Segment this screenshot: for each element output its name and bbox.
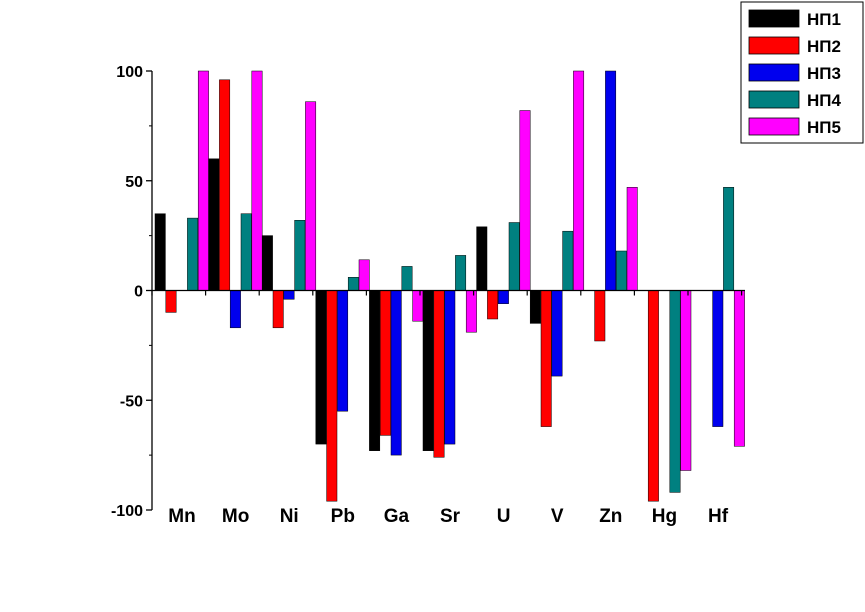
bar-zn-series-4: [615, 250, 627, 291]
bar-v-series-3: [551, 290, 563, 377]
bar-ni-series-4: [294, 220, 306, 291]
bar-v-series-5: [573, 70, 585, 291]
bar-ni-series-1: [261, 235, 273, 291]
bar-u-series-4: [508, 222, 520, 291]
bar-u-series-2: [487, 290, 499, 320]
category-label-mo: Mo: [222, 506, 249, 527]
bar-ga-series-3: [390, 290, 402, 456]
bar-mn-series-5: [197, 70, 209, 291]
category-label-hf: Hf: [708, 506, 729, 527]
category-label-zn: Zn: [599, 506, 622, 527]
bar-pb-series-4: [347, 277, 359, 291]
bar-u-series-1: [476, 226, 488, 291]
bar-sr-series-2: [433, 290, 445, 458]
category-label-ni: Ni: [280, 506, 299, 527]
bar-mn-series-4: [187, 217, 199, 291]
legend-label-5: НП5: [807, 118, 841, 137]
bar-mo-series-4: [240, 213, 252, 291]
legend-label-2: НП2: [807, 37, 841, 56]
bar-pb-series-2: [326, 290, 338, 502]
bar-hg-series-4: [669, 290, 681, 493]
bar-mo-series-1: [208, 158, 220, 291]
legend-swatch-5: [748, 117, 800, 136]
category-label-v: V: [551, 506, 564, 527]
bar-ga-series-4: [401, 266, 413, 291]
bar-ni-series-3: [283, 290, 295, 300]
y-tick-label: 50: [125, 174, 143, 191]
legend-swatch-2: [748, 36, 800, 55]
y-tick-label: 0: [134, 284, 143, 301]
bar-ga-series-5: [412, 290, 424, 322]
bar-u-series-3: [497, 290, 509, 304]
category-label-mn: Mn: [168, 506, 195, 527]
legend-swatch-1: [748, 9, 800, 28]
legend: НП1 НП2 НП3 НП4 НП5: [740, 1, 864, 144]
category-labels-group: Mn Mo Ni Pb Ga Sr U V Zn Hg Hf: [168, 506, 728, 527]
y-tick-label: -100: [111, 503, 143, 520]
legend-label-3: НП3: [807, 64, 841, 83]
category-label-pb: Pb: [331, 506, 355, 527]
bar-hf-series-3: [712, 290, 724, 427]
bar-mo-series-5: [251, 70, 263, 291]
y-tick-label: 100: [116, 64, 143, 81]
category-label-hg: Hg: [652, 506, 677, 527]
y-tick-label: -50: [120, 393, 143, 410]
bar-sr-series-1: [422, 290, 434, 451]
category-label-sr: Sr: [440, 506, 461, 527]
x-ticks-group: [151, 290, 743, 296]
bar-v-series-2: [540, 290, 552, 427]
bar-ga-series-2: [379, 290, 391, 436]
legend-label-1: НП1: [807, 10, 841, 29]
bars-group: [154, 70, 745, 502]
legend-label-4: НП4: [807, 91, 841, 110]
bar-pb-series-5: [358, 259, 370, 291]
y-ticks-group: 100 50 0 -50 -100: [111, 64, 152, 520]
bar-hf-series-4: [723, 187, 735, 291]
bar-u-series-5: [519, 110, 531, 291]
bar-pb-series-3: [337, 290, 349, 412]
bar-mo-series-2: [219, 79, 231, 291]
bar-ni-series-5: [305, 101, 317, 291]
bar-hg-series-2: [647, 290, 659, 502]
bar-sr-series-5: [465, 290, 477, 333]
category-label-u: U: [497, 506, 511, 527]
bar-v-series-4: [562, 230, 574, 291]
bar-hg-series-5: [680, 290, 692, 471]
category-label-ga: Ga: [384, 506, 410, 527]
bar-ni-series-2: [272, 290, 284, 329]
bar-hf-series-5: [733, 290, 745, 447]
bar-v-series-1: [529, 290, 541, 324]
bar-zn-series-5: [626, 187, 638, 291]
bar-zn-series-3: [605, 70, 617, 291]
bar-mn-series-1: [154, 213, 166, 291]
bar-ga-series-1: [369, 290, 381, 451]
legend-swatch-3: [748, 63, 800, 82]
bar-mo-series-3: [229, 290, 241, 329]
bar-sr-series-3: [444, 290, 456, 445]
bar-mn-series-2: [165, 290, 177, 313]
bar-sr-series-4: [455, 255, 467, 291]
legend-swatch-4: [748, 90, 800, 109]
bar-pb-series-1: [315, 290, 327, 445]
bar-zn-series-2: [594, 290, 606, 342]
